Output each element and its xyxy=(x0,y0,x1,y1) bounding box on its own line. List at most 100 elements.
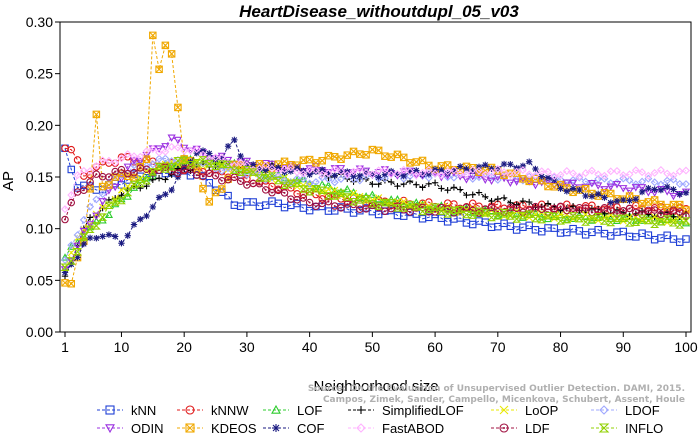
data-point xyxy=(525,158,533,165)
data-point xyxy=(669,235,678,243)
data-point xyxy=(368,170,377,179)
data-point xyxy=(205,178,214,187)
legend-item-odin: ODIN xyxy=(97,421,164,434)
data-point xyxy=(242,157,252,166)
data-point xyxy=(500,194,508,202)
data-point xyxy=(92,212,101,221)
x-tick-label: 90 xyxy=(615,339,631,355)
data-point xyxy=(223,156,233,165)
data-point xyxy=(594,190,602,198)
data-point xyxy=(443,205,452,213)
data-point xyxy=(324,181,333,189)
data-point xyxy=(626,197,633,204)
data-point xyxy=(148,144,157,153)
data-point xyxy=(305,198,314,207)
data-point xyxy=(105,173,113,181)
data-point xyxy=(518,211,528,220)
data-point xyxy=(512,167,521,176)
data-point xyxy=(549,212,559,221)
data-point xyxy=(575,173,584,182)
data-point xyxy=(211,153,220,162)
data-point xyxy=(236,168,246,177)
y-axis-label: AP xyxy=(0,171,17,191)
data-point xyxy=(593,213,603,221)
data-point xyxy=(563,188,571,195)
data-point xyxy=(274,172,283,181)
svg-text:LOF: LOF xyxy=(297,403,322,418)
data-point xyxy=(211,171,220,180)
data-point xyxy=(236,202,245,210)
data-point xyxy=(405,200,415,209)
data-point xyxy=(267,172,277,180)
data-point xyxy=(142,155,151,163)
data-point xyxy=(162,176,169,183)
data-point xyxy=(161,147,170,156)
data-point xyxy=(638,177,647,186)
data-point xyxy=(254,174,264,182)
data-point xyxy=(400,172,407,180)
data-point xyxy=(168,186,175,194)
data-point xyxy=(349,147,358,156)
data-point xyxy=(525,178,534,186)
data-point xyxy=(362,151,370,159)
data-point xyxy=(292,179,302,187)
data-point xyxy=(668,219,678,227)
data-point xyxy=(337,192,345,200)
data-point xyxy=(337,174,345,183)
data-point xyxy=(424,173,433,182)
data-point xyxy=(406,159,414,167)
data-point xyxy=(67,191,76,199)
data-point xyxy=(619,185,628,193)
data-point xyxy=(588,228,596,237)
data-point xyxy=(675,180,684,188)
data-point xyxy=(343,170,352,179)
series-inflo xyxy=(60,156,691,271)
data-point xyxy=(337,204,345,212)
data-point xyxy=(312,159,320,167)
data-point xyxy=(261,175,270,184)
svg-text:kNNW: kNNW xyxy=(211,403,249,418)
data-point xyxy=(599,217,609,225)
x-tick-label: 10 xyxy=(114,339,130,355)
data-point xyxy=(117,165,126,174)
watermark-line-2: Campos, Zimek, Sander, Campello, Micenko… xyxy=(323,395,685,405)
data-point xyxy=(393,150,402,159)
data-point xyxy=(369,181,376,188)
data-point xyxy=(274,199,283,208)
data-point xyxy=(374,166,383,175)
data-point xyxy=(638,168,647,177)
data-point xyxy=(436,207,446,215)
data-point xyxy=(482,193,489,200)
data-point xyxy=(550,214,558,223)
data-point xyxy=(543,211,553,220)
data-point xyxy=(174,103,182,112)
data-point xyxy=(123,192,132,200)
data-point xyxy=(161,154,170,163)
svg-text:KDEOS: KDEOS xyxy=(211,421,257,434)
data-point xyxy=(336,189,346,198)
data-point xyxy=(92,163,101,171)
axis-layer: 1 10 20 30 40 50 60 70 80 90 100 0.00 0.05 0.10 0.15 0.… xyxy=(26,14,698,355)
data-point xyxy=(519,162,527,170)
data-point xyxy=(86,167,95,176)
data-point xyxy=(431,166,439,173)
data-point xyxy=(556,175,565,184)
data-point xyxy=(631,218,641,226)
data-point xyxy=(449,173,458,182)
data-point xyxy=(93,235,100,242)
data-point xyxy=(268,164,276,173)
data-point xyxy=(261,186,270,194)
data-point xyxy=(550,172,559,181)
data-point xyxy=(342,193,352,201)
data-point xyxy=(475,166,483,175)
data-point xyxy=(512,209,521,218)
series-line-fastabod xyxy=(64,146,687,210)
data-point xyxy=(224,175,232,184)
data-point xyxy=(574,214,584,223)
data-point xyxy=(487,213,497,222)
data-point xyxy=(625,219,635,227)
data-point xyxy=(280,181,290,190)
data-point xyxy=(85,221,95,229)
data-point xyxy=(337,155,345,163)
data-point xyxy=(444,187,451,194)
